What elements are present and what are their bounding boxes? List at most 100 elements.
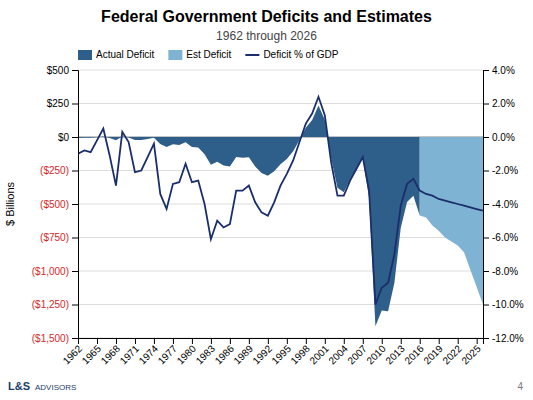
tick-mark — [483, 305, 489, 306]
tick-mark — [72, 204, 78, 205]
tick-label: 1995 — [269, 343, 293, 367]
tick: 2001 — [307, 338, 331, 366]
tick-mark — [439, 338, 440, 344]
tick-label: 2022 — [440, 343, 464, 367]
tick: 1995 — [269, 338, 293, 366]
legend: Actual Deficit Est Deficit Deficit % of GD… — [78, 49, 339, 60]
tick-mark — [116, 338, 117, 344]
tick-mark — [72, 271, 78, 272]
legend-item: Est Deficit — [168, 49, 231, 60]
tick: $500 — [47, 65, 78, 76]
tick-label: 2025 — [459, 343, 483, 367]
tick: 2025 — [459, 338, 483, 366]
tick-label: ($250) — [40, 165, 69, 176]
tick: 1974 — [137, 338, 161, 366]
tick-mark — [363, 338, 364, 344]
line — [78, 97, 483, 305]
tick-label: -10.0% — [492, 299, 524, 310]
tick-mark — [154, 338, 155, 344]
tick-label: 2.0% — [492, 98, 515, 109]
tick-label: ($1,500) — [32, 333, 69, 344]
tick: 2019 — [421, 338, 445, 366]
grid-line — [78, 70, 483, 71]
tick-mark — [97, 338, 98, 344]
tick-mark — [420, 338, 421, 344]
annotation: L&S — [8, 380, 30, 392]
title: Federal Government Deficits and Estimate… — [101, 8, 432, 25]
tick-label: $250 — [47, 98, 70, 109]
tick: 2.0% — [483, 98, 515, 109]
axis-domain — [72, 71, 79, 339]
tick-label: -6.0% — [492, 232, 518, 243]
tick: $250 — [47, 98, 78, 109]
tick-mark — [72, 305, 78, 306]
tick-label: 1971 — [118, 343, 142, 367]
tick-mark — [483, 338, 489, 339]
tick-label: 2010 — [364, 343, 388, 367]
tick-label: 1983 — [194, 343, 218, 367]
tick-label: 2001 — [307, 343, 331, 367]
tick: 1989 — [232, 338, 256, 366]
legend-item: Deficit % of GDP — [245, 49, 338, 60]
tick-label: $500 — [47, 65, 70, 76]
y-axis-title: $ Billions — [4, 181, 16, 226]
tick-mark — [230, 338, 231, 344]
tick-mark — [483, 238, 489, 239]
tick-mark — [458, 338, 459, 344]
area — [78, 105, 420, 326]
tick-label: 1965 — [80, 343, 104, 367]
axis-domain — [484, 71, 490, 339]
annotation: ADVISORS — [35, 383, 76, 392]
grid — [78, 70, 483, 338]
tick: -8.0% — [483, 266, 518, 277]
tick-mark — [135, 338, 136, 344]
tick-mark — [483, 70, 489, 71]
tick: 2022 — [440, 338, 464, 366]
tick-mark — [72, 171, 78, 172]
tick-mark — [192, 338, 193, 344]
tick-label: 1968 — [99, 343, 123, 367]
tick: $0 — [58, 132, 78, 143]
tick-mark — [306, 338, 307, 344]
tick-mark — [268, 338, 269, 344]
tick: 1998 — [288, 338, 312, 366]
tick-mark — [325, 338, 326, 344]
tick-label: ($750) — [40, 232, 69, 243]
tick: 1971 — [118, 338, 142, 366]
chart: Federal Government Deficits and Estimate… — [0, 0, 533, 400]
tick-label: 1992 — [250, 343, 274, 367]
tick-label: -12.0% — [492, 333, 524, 344]
tick-mark — [483, 171, 489, 172]
legend-item: Actual Deficit — [78, 49, 155, 60]
tick-mark — [72, 104, 78, 105]
tick: 2010 — [364, 338, 388, 366]
tick-mark — [211, 338, 212, 344]
tick: ($1,250) — [32, 299, 78, 310]
tick: 1986 — [213, 338, 237, 366]
y2-axis: 4.0% 2.0% 0.0% -2.0% -4.0% -6.0% -8.0% -10.0% -1… — [483, 65, 524, 344]
tick-mark — [249, 338, 250, 344]
grid-line — [78, 271, 483, 272]
tick: ($1,000) — [32, 266, 78, 277]
area — [420, 137, 483, 305]
grid-line — [78, 237, 483, 238]
tick: -2.0% — [483, 165, 518, 176]
tick-mark — [483, 104, 489, 105]
tick-mark — [72, 137, 78, 138]
tick: 1980 — [175, 338, 199, 366]
plot-marks — [78, 97, 483, 327]
tick: 2013 — [383, 338, 407, 366]
tick-label: 1980 — [175, 343, 199, 367]
tick-label: $0 — [58, 132, 70, 143]
tick: 0.0% — [483, 132, 515, 143]
tick-label: 4.0% — [492, 65, 515, 76]
tick: -10.0% — [483, 299, 524, 310]
tick-mark — [344, 338, 345, 344]
tick: ($750) — [40, 232, 78, 243]
tick-label: -4.0% — [492, 199, 518, 210]
tick-label: 1977 — [156, 343, 180, 367]
tick-mark — [382, 338, 383, 344]
tick: -4.0% — [483, 199, 518, 210]
tick-label: ($500) — [40, 199, 69, 210]
tick-mark — [72, 338, 78, 339]
